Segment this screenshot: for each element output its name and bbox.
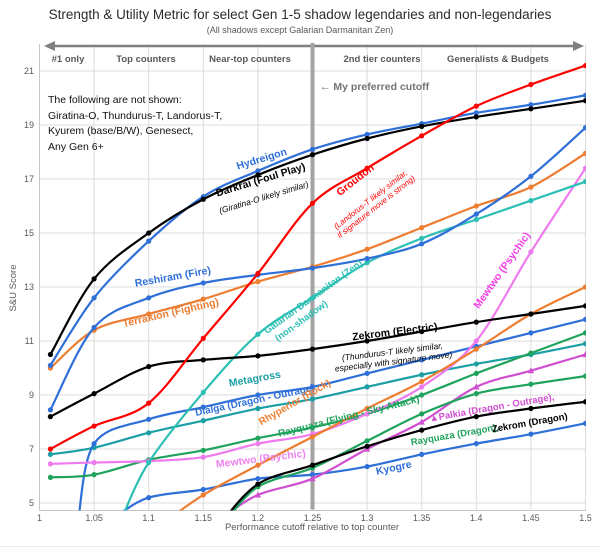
series-galarian-darmanitan-zen-non-shadow-: [123, 179, 586, 511]
series-palkia-dragon-outrage-: [230, 351, 586, 511]
series-zekrom-electric-: [47, 303, 586, 420]
y-axis-title: S&U Score: [8, 264, 19, 312]
chart-title: Strength & Utility Metric for select Gen…: [48, 7, 552, 22]
not-shown-line: The following are not shown:: [48, 94, 182, 106]
series-dialga-dragon-outrage-: [78, 316, 586, 511]
series-rayquaza-dragon-: [232, 373, 586, 511]
not-shown-note: The following are not shown: Giratina-O, …: [48, 93, 222, 155]
series-kyogre: [122, 420, 586, 511]
not-shown-line: Any Gen 6+: [48, 140, 104, 153]
series-rhyperior-rock-: [178, 284, 586, 511]
series-metagross: [47, 341, 586, 457]
series-darkrai-foul-play-: [47, 98, 586, 358]
x-axis-title: Performance cutoff relative to top count…: [224, 522, 400, 533]
series-groudon: [47, 63, 586, 452]
cutoff-label: ← My preferred cutoff: [320, 81, 430, 93]
series-rayquaza-flying-sky-attack-: [47, 330, 586, 480]
series-mewtwo-psychic-: [47, 165, 586, 467]
not-shown-line: Kyurem (base/B/W), Genesect,: [48, 125, 194, 137]
series-hydreigon: [47, 92, 586, 368]
series-zekrom-dragon-: [229, 399, 586, 511]
chart-subtitle: (All shadows except Galarian Darmanitan …: [206, 25, 394, 35]
not-shown-line: Giratina-O, Thundurus-T, Landorus-T,: [48, 109, 223, 122]
series-reshiram-fire-: [47, 125, 586, 413]
